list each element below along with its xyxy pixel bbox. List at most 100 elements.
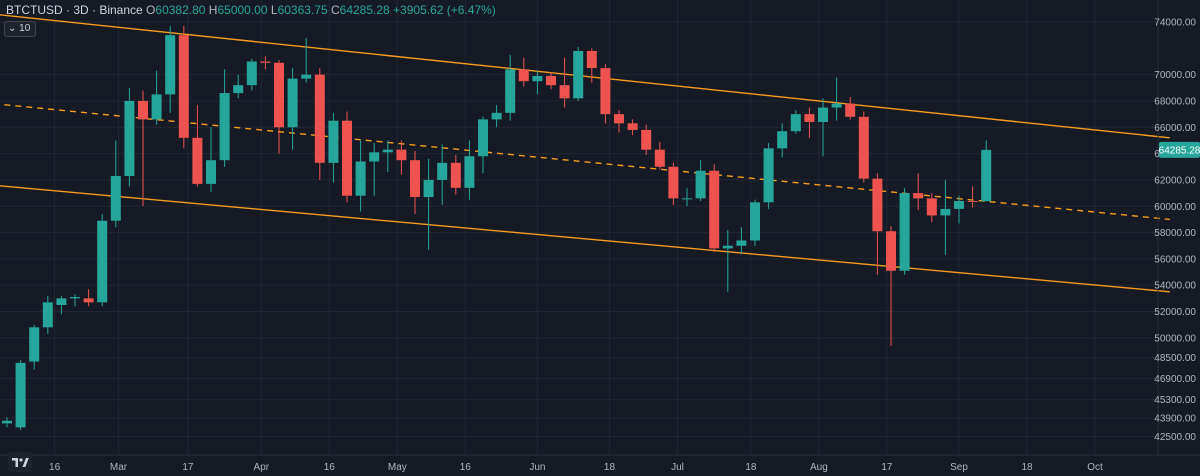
- candle: [29, 324, 40, 370]
- candle: [641, 124, 652, 155]
- candle-body: [260, 61, 271, 63]
- candle: [491, 104, 502, 128]
- price-axis[interactable]: 42500.00 43900.00 45300.00 46900.00 48500.00…: [1154, 18, 1196, 444]
- y-tick-label: 42500.00: [1154, 432, 1196, 443]
- candle: [790, 110, 801, 134]
- candle: [573, 47, 584, 101]
- candle: [233, 74, 244, 99]
- candle-body: [600, 68, 611, 115]
- y-tick-label: 43900.00: [1154, 414, 1196, 425]
- grid: [0, 0, 1158, 455]
- candle-body: [641, 129, 652, 150]
- candle-body: [396, 149, 407, 161]
- x-tick-label: 17: [881, 462, 893, 473]
- candle-body: [287, 78, 298, 128]
- y-tick-label: 68000.00: [1154, 96, 1196, 107]
- candle-body: [505, 69, 516, 113]
- candle: [151, 70, 162, 125]
- candle: [56, 295, 67, 315]
- candle-body: [178, 35, 189, 138]
- candle-body: [410, 160, 420, 198]
- candle-body: [124, 100, 135, 176]
- candle-body: [682, 198, 692, 200]
- candle-body: [573, 50, 584, 99]
- candle-body: [83, 298, 94, 303]
- candle-body: [233, 85, 244, 94]
- y-tick-label: 45300.00: [1154, 395, 1196, 406]
- candle-body: [845, 103, 856, 117]
- y-tick-label: 56000.00: [1154, 254, 1196, 265]
- open-label: O: [146, 3, 156, 17]
- candle-body: [423, 179, 434, 198]
- candle: [600, 64, 611, 124]
- candle: [464, 140, 475, 200]
- candle: [15, 360, 26, 430]
- time-axis[interactable]: 16 Mar 17 Apr 16 May 16 Jun 18 Jul 18 Aug 17 Sep 18 Oct: [49, 462, 1103, 473]
- x-tick-label: 18: [604, 462, 616, 473]
- candle-body: [777, 131, 788, 149]
- candle: [722, 229, 733, 292]
- candle: [2, 417, 12, 428]
- x-tick-label: May: [388, 462, 407, 473]
- candle-body: [192, 137, 203, 184]
- candle-body: [722, 245, 733, 249]
- current-price-marker: 64285.28: [1159, 141, 1200, 158]
- candle: [301, 37, 312, 83]
- candle: [382, 140, 393, 173]
- candle: [709, 164, 720, 253]
- candle: [926, 193, 937, 223]
- candle: [138, 90, 148, 207]
- candle-body: [654, 149, 665, 167]
- candle-body: [464, 156, 475, 188]
- candle: [478, 116, 488, 174]
- candle-body: [736, 240, 747, 246]
- change-value: +3905.62 (+6.47%): [393, 3, 496, 17]
- candle: [355, 140, 366, 212]
- y-tick-label: 58000.00: [1154, 228, 1196, 239]
- candle-body: [804, 114, 815, 123]
- candle-body: [165, 35, 176, 95]
- candle-body: [913, 193, 924, 199]
- close-value: 64285.28: [339, 3, 390, 17]
- y-tick-label: 62000.00: [1154, 175, 1196, 186]
- candle: [954, 195, 964, 224]
- candle: [913, 173, 924, 211]
- x-tick-label: Aug: [810, 462, 828, 473]
- candle: [124, 87, 135, 187]
- x-tick-label: Mar: [110, 462, 128, 473]
- candle-body: [491, 112, 502, 120]
- channel-line-lower[interactable]: [0, 185, 1170, 293]
- candle-body: [2, 420, 12, 424]
- candle-body: [342, 120, 352, 196]
- x-tick-label: Oct: [1087, 462, 1103, 473]
- y-tick-label: 50000.00: [1154, 333, 1196, 344]
- candle-body: [328, 120, 339, 163]
- x-tick-label: 16: [460, 462, 472, 473]
- candle: [872, 173, 883, 275]
- x-tick-label: 18: [745, 462, 757, 473]
- candle: [940, 179, 951, 255]
- legend-header: BTCTUSD · 3D · Binance O60382.80 H65000.…: [6, 3, 496, 17]
- symbol-title[interactable]: BTCTUSD · 3D · Binance: [6, 3, 143, 17]
- x-tick-label: Apr: [254, 462, 270, 473]
- high-value: 65000.00: [217, 3, 268, 17]
- candle-body: [518, 69, 529, 82]
- candle: [614, 110, 624, 133]
- x-tick-label: 16: [324, 462, 336, 473]
- candle: [287, 68, 298, 150]
- current-price-label-bg: [1159, 141, 1200, 158]
- candle-body: [56, 298, 67, 305]
- candle: [518, 57, 529, 87]
- candle: [410, 150, 420, 215]
- current-price-label: 64285.28: [1159, 145, 1200, 156]
- candle: [750, 199, 760, 246]
- x-tick-label: 16: [49, 462, 61, 473]
- candle-body: [70, 297, 80, 299]
- x-tick-label: Jun: [529, 462, 545, 473]
- candle: [505, 54, 516, 121]
- candle: [845, 97, 856, 120]
- indicator-badge[interactable]: ⌄ 10: [4, 21, 37, 37]
- candle-body: [790, 114, 801, 132]
- candle-body: [858, 116, 869, 179]
